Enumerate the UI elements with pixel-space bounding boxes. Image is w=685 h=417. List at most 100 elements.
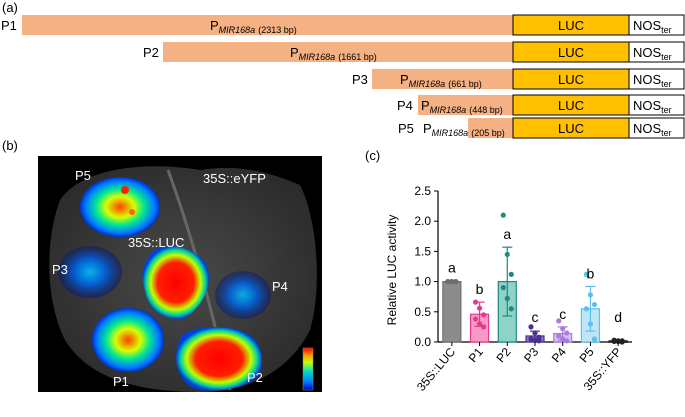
y-tick-label: 2.5 [414,184,431,198]
promoter-block [22,15,513,35]
data-point [564,338,570,344]
promoter-block [163,42,513,62]
promoter-block [372,69,513,89]
y-tick-label: 2.0 [414,214,431,228]
category-label: P5 [577,345,597,365]
data-point [532,330,538,336]
spot-label-p2: P2 [247,370,263,385]
significance-letter: c [532,309,539,325]
data-point [504,295,510,302]
promoter-block [418,95,513,115]
y-axis-title: Relative LUC activity [385,215,399,326]
luc-label: LUC [558,72,584,87]
data-point [583,271,590,277]
data-point [508,271,514,277]
error-bar [502,246,513,317]
data-point [615,338,621,344]
category-label: 35S::LUC [414,345,458,394]
significance-letter: b [476,281,484,297]
significance-letter: d [614,309,622,325]
luminescence-spot-p3 [58,246,122,298]
significance-letter: a [448,259,456,275]
luminescence-spot-p2 [176,327,262,391]
spot-label-p1: P1 [113,374,129,389]
panel-a-label: (a) [2,0,18,15]
construct-name: P2 [143,45,159,60]
nos-block [628,41,685,63]
data-point [528,336,534,342]
nos-block [628,14,685,36]
data-point [591,301,598,308]
spot-label-p5: P5 [75,168,91,183]
nos-block [628,117,685,139]
promoter-block [468,118,513,138]
data-point [556,333,562,339]
data-point [476,321,483,327]
promoter-label: PMIR168a (205 bp) [423,121,505,138]
construct-name: P5 [398,121,414,136]
luc-label: LUC [558,45,584,60]
nos-label: NOSter [633,72,672,89]
y-tick-label: 1.5 [414,244,431,258]
panel-a: (a) P1 PMIR168a (2313 bp) LUC NOSter P2 PMIR16… [1,0,685,139]
data-point [508,306,514,312]
construct-list: P1 PMIR168a (2313 bp) LUC NOSter P2 PMIR168a (1… [1,14,685,139]
promoter-label: PMIR168a (1661 bp) [290,45,377,62]
data-point [472,316,479,322]
intensity-color-scale [302,347,314,391]
luc-label: LUC [558,18,584,33]
category-label: P1 [466,345,486,365]
data-point [619,339,625,345]
panel-b: (b) P5 35S::eYFP 35S::LUC P3 P4 P1 P2 [2,138,322,392]
y-tick-label: 0.5 [414,305,431,319]
significance-letter: c [559,306,566,322]
construct-name: P4 [397,98,413,113]
data-point [480,312,487,318]
data-point [536,338,542,344]
promoter-label: PMIR168a (2313 bp) [210,18,297,35]
data-point [532,337,538,343]
nos-label: NOSter [633,18,672,35]
category-label: P3 [521,345,541,365]
data-point [500,285,506,291]
nos-label: NOSter [633,121,672,138]
y-tick-label: 0.0 [414,335,431,349]
panel-c-label: (c) [365,148,380,163]
construct-p5: P5 PMIR168a (205 bp) LUC NOSter [398,117,685,139]
promoter-label: PMIR168a (448 bp) [421,98,503,115]
construct-p4: P4 PMIR168a (448 bp) LUC NOSter [397,94,685,116]
y-tick-label: 1.0 [414,275,431,289]
panel-b-label: (b) [2,138,18,153]
data-point [564,330,570,336]
significance-letter: a [503,226,511,242]
luminescence-spot-35s-luc [142,246,209,319]
category-label: P2 [493,345,513,365]
luminescence-spot-p5 [80,177,160,237]
spot-label-p4: P4 [272,279,288,294]
data-point [453,279,459,285]
data-point [587,292,594,298]
data-point [611,338,617,344]
data-point [583,306,590,312]
nos-block [628,68,685,90]
data-point [480,324,487,330]
construct-p3: P3 PMIR168a (661 bp) LUC NOSter [352,68,685,90]
data-point [560,336,566,342]
data-point [476,305,483,311]
data-point [504,251,510,258]
data-point [528,324,534,330]
spot-label-35s-eyfp: 35S::eYFP [203,171,266,186]
nos-label: NOSter [633,45,672,62]
bar-0 [442,281,462,343]
promoter-label: PMIR168a (661 bp) [400,72,482,89]
luc-label: LUC [558,121,584,136]
construct-p1: P1 PMIR168a (2313 bp) LUC NOSter [1,14,685,36]
spot-label-35s-luc: 35S::LUC [128,235,184,250]
luminescence-spot-p1 [92,308,164,372]
data-point [560,326,566,332]
data-point [449,279,455,285]
panel-c: (c) Relative LUC activity 0.0 0.5 1.0 1.5 2.… [365,148,632,394]
data-point [587,321,594,327]
